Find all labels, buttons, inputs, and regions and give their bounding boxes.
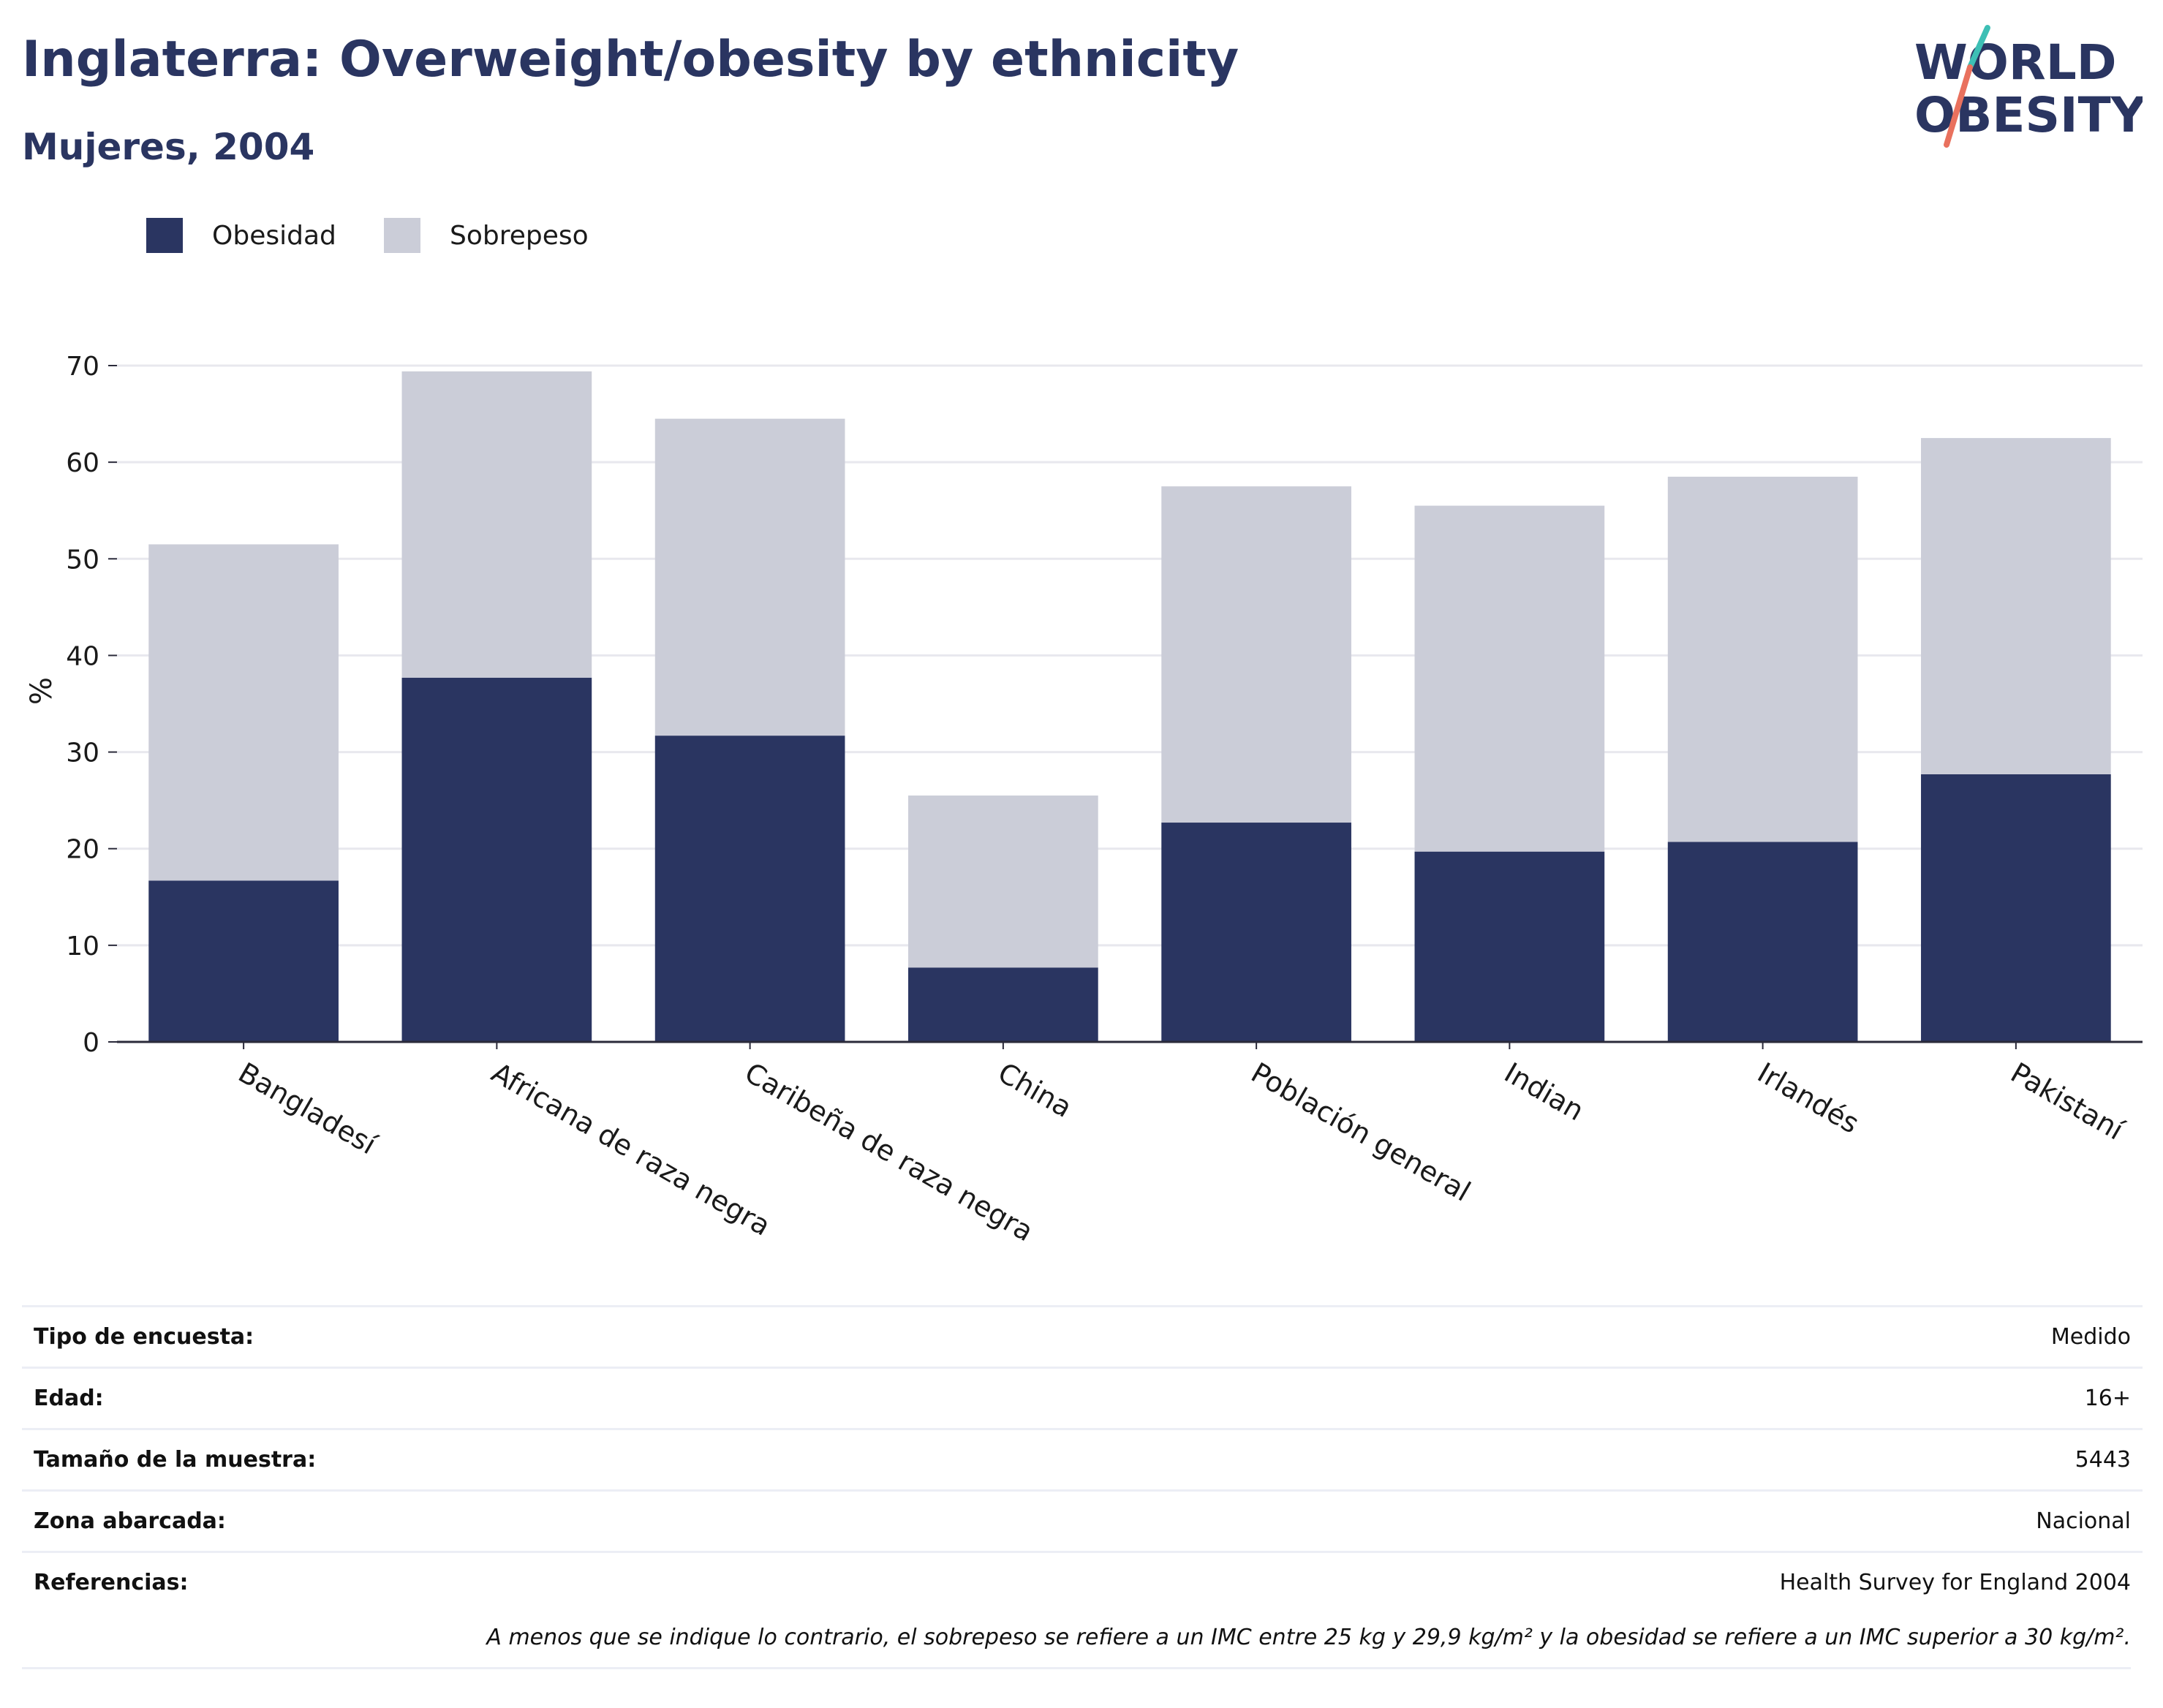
survey-metadata-table: Tipo de encuesta: Medido Edad: 16+ Tamaño de… xyxy=(22,1305,2143,1612)
legend-label-overweight: Sobrepeso xyxy=(450,220,589,251)
y-tick-label: 70 xyxy=(66,352,99,382)
legend-swatch-overweight xyxy=(384,218,420,253)
page-title: Inglaterra: Overweight/obesity by ethnic… xyxy=(22,31,1239,88)
meta-value: 5443 xyxy=(975,1428,2143,1491)
bar-overweight-1 xyxy=(401,371,592,678)
bar-obesity-5 xyxy=(1414,851,1605,1042)
logo-slash-teal xyxy=(1967,25,1990,70)
bar-overweight-6 xyxy=(1667,476,1858,842)
legend-swatch-obesity xyxy=(146,218,183,253)
meta-value: Nacional xyxy=(975,1489,2143,1552)
meta-row: Tamaño de la muestra: 5443 xyxy=(22,1428,2143,1491)
legend-item-obesity[interactable]: Obesidad xyxy=(146,217,336,254)
bar-obesity-1 xyxy=(401,677,592,1042)
page-subtitle: Mujeres, 2004 xyxy=(22,126,315,168)
world-obesity-logo: WORLD OBESITY xyxy=(1914,25,2143,148)
x-tick-label: Irlandés xyxy=(1752,1057,1865,1140)
legend-label-obesity: Obesidad xyxy=(212,220,336,251)
bar-overweight-4 xyxy=(1161,486,1351,823)
meta-label: Referencias: xyxy=(22,1551,975,1612)
meta-label: Zona abarcada: xyxy=(22,1489,975,1552)
y-tick-label: 0 xyxy=(83,1028,99,1058)
y-tick-label: 30 xyxy=(66,738,99,768)
meta-label: Tamaño de la muestra: xyxy=(22,1428,975,1491)
y-axis-label: % xyxy=(25,677,58,705)
legend-item-overweight[interactable]: Sobrepeso xyxy=(384,217,589,254)
meta-row: Zona abarcada: Nacional xyxy=(22,1489,2143,1552)
meta-row: Edad: 16+ xyxy=(22,1367,2143,1429)
stacked-bar-chart: 0 10 20 30 40 50 60 70 Bangladesí Africana de raz… xyxy=(25,352,2143,1248)
bar-obesity-3 xyxy=(908,967,1098,1042)
x-tick-label: China xyxy=(992,1057,1077,1124)
y-tick-label: 20 xyxy=(66,835,99,865)
y-tick-label: 10 xyxy=(66,932,99,961)
footnote: A menos que se indique lo contrario, el … xyxy=(22,1609,2131,1669)
meta-value: 16+ xyxy=(975,1367,2143,1429)
meta-label: Tipo de encuesta: xyxy=(22,1305,975,1368)
bar-overweight-3 xyxy=(908,796,1098,968)
bar-overweight-5 xyxy=(1414,505,1605,852)
meta-row: Referencias: Health Survey for England 20… xyxy=(22,1551,2143,1612)
x-tick-label: Caribeña de raza negra xyxy=(739,1057,1038,1248)
bar-overweight-2 xyxy=(654,418,845,736)
meta-value: Health Survey for England 2004 xyxy=(975,1551,2143,1612)
x-tick-label: Población general xyxy=(1246,1057,1476,1208)
bar-obesity-2 xyxy=(654,736,845,1042)
x-tick-label: Africana de raza negra xyxy=(486,1057,776,1242)
x-tick-label: Pakistaní xyxy=(2005,1057,2129,1147)
bar-overweight-0 xyxy=(148,544,339,881)
bar-obesity-6 xyxy=(1667,842,1858,1042)
meta-label: Edad: xyxy=(22,1367,975,1429)
bar-overweight-7 xyxy=(1921,438,2111,774)
logo-line1: WORLD xyxy=(1914,34,2117,91)
meta-row: Tipo de encuesta: Medido xyxy=(22,1305,2143,1368)
x-tick-label: Bangladesí xyxy=(233,1057,382,1161)
meta-value: Medido xyxy=(975,1305,2143,1368)
bars xyxy=(148,371,2111,1042)
bar-obesity-0 xyxy=(148,880,339,1042)
logo-slash-coral xyxy=(1944,64,1973,148)
bar-obesity-7 xyxy=(1921,774,2111,1042)
y-tick-label: 50 xyxy=(66,545,99,575)
bar-obesity-4 xyxy=(1161,823,1351,1042)
y-tick-label: 40 xyxy=(66,641,99,671)
x-tick-label: Indian xyxy=(1499,1057,1590,1127)
y-tick-label: 60 xyxy=(66,448,99,478)
